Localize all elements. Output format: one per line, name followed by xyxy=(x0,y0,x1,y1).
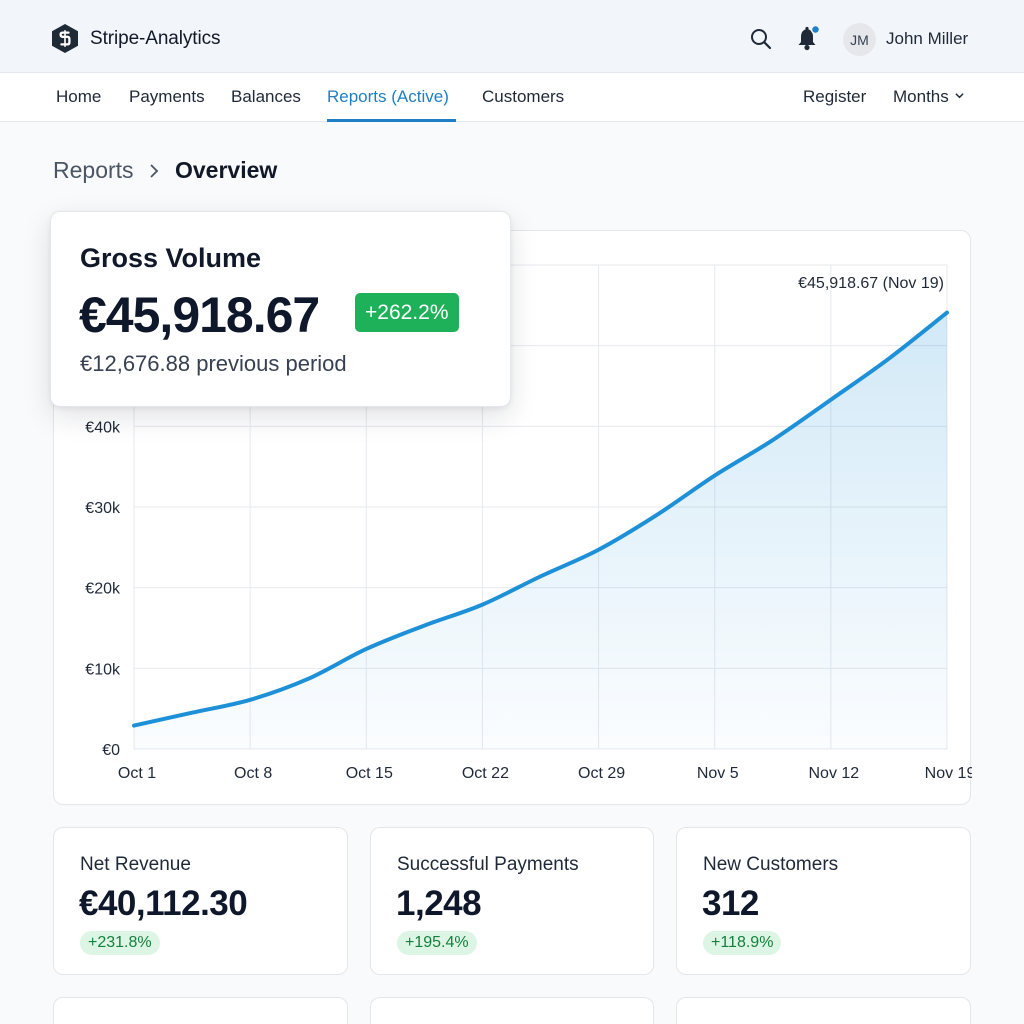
x-tick-label: Nov 5 xyxy=(697,765,739,782)
active-tab-indicator xyxy=(327,119,456,122)
y-tick-label: €0 xyxy=(102,742,120,759)
gross-volume-chart: €0 €10k €20k €30k €40k Oct 1 Oct 8 Oct 15 Oct 22… xyxy=(85,264,972,782)
stat-change-badge: +195.4% xyxy=(397,931,477,955)
gross-volume-previous: €12,676.88 previous period xyxy=(80,351,347,376)
logo-icon xyxy=(52,24,78,53)
gross-volume-card: Gross Volume €45,918.67 +262.2% €12,676.… xyxy=(50,211,511,407)
nav-item-home[interactable]: Home xyxy=(56,87,102,106)
y-tick-label: €20k xyxy=(85,581,121,598)
notification-dot xyxy=(810,24,821,35)
x-tick-label: Oct 22 xyxy=(462,765,509,782)
gross-volume-change-badge: +262.2% xyxy=(355,293,459,332)
period-label: Months xyxy=(893,87,949,106)
chevron-right-icon xyxy=(150,164,159,178)
stat-card-partial xyxy=(53,997,348,1024)
stat-value: €40,112.30 xyxy=(79,884,248,923)
stat-card-net-revenue: Net Revenue €40,112.30 +231.8% xyxy=(53,827,348,975)
stat-label: New Customers xyxy=(703,854,839,875)
page-title: Overview xyxy=(175,157,278,183)
gross-volume-title: Gross Volume xyxy=(80,243,262,273)
register-link[interactable]: Register xyxy=(803,87,867,106)
stat-value: 1,248 xyxy=(396,884,482,923)
stat-card-partial xyxy=(676,997,971,1024)
gross-volume-value: €45,918.67 xyxy=(79,287,320,343)
breadcrumb-parent[interactable]: Reports xyxy=(53,157,134,183)
stat-card-partial xyxy=(370,997,654,1024)
avatar[interactable]: JM xyxy=(843,23,876,56)
y-tick-label: €40k xyxy=(85,419,121,436)
nav-item-balances[interactable]: Balances xyxy=(231,87,301,106)
stat-label: Net Revenue xyxy=(80,854,191,875)
bell-icon[interactable] xyxy=(796,24,822,52)
stat-change-badge: +118.9% xyxy=(703,931,782,955)
x-tick-label: Oct 1 xyxy=(118,765,156,782)
app-title: Stripe-Analytics xyxy=(90,28,221,49)
stat-card-new-customers: New Customers 312 +118.9% xyxy=(676,827,971,975)
x-tick-label: Oct 8 xyxy=(234,765,272,782)
chart-annotation: €45,918.67 (Nov 19) xyxy=(798,275,944,292)
stat-card-successful-payments: Successful Payments 1,248 +195.4% xyxy=(370,827,654,975)
stat-value: 312 xyxy=(702,884,759,923)
nav-item-reports[interactable]: Reports (Active) xyxy=(327,87,449,106)
chevron-down-icon xyxy=(955,93,964,99)
stat-label: Successful Payments xyxy=(397,854,579,875)
user-name[interactable]: John Miller xyxy=(886,29,969,48)
series-line xyxy=(132,310,949,728)
x-tick-label: Oct 15 xyxy=(346,765,393,782)
y-tick-label: €10k xyxy=(85,661,121,678)
nav-item-payments[interactable]: Payments xyxy=(129,87,205,106)
nav-bar: Home Payments Balances Reports (Active) … xyxy=(0,73,1024,122)
top-bar: Stripe-Analytics JM John Miller xyxy=(0,0,1024,73)
y-tick-label: €30k xyxy=(85,500,121,517)
x-tick-label: Nov 19 xyxy=(925,765,972,782)
x-tick-label: Oct 29 xyxy=(578,765,625,782)
nav-item-customers[interactable]: Customers xyxy=(482,87,565,106)
x-tick-label: Nov 12 xyxy=(809,765,860,782)
period-dropdown[interactable]: Months xyxy=(893,87,964,107)
search-icon[interactable] xyxy=(749,27,773,51)
area-fill xyxy=(134,312,947,749)
stat-change-badge: +231.8% xyxy=(80,931,160,955)
